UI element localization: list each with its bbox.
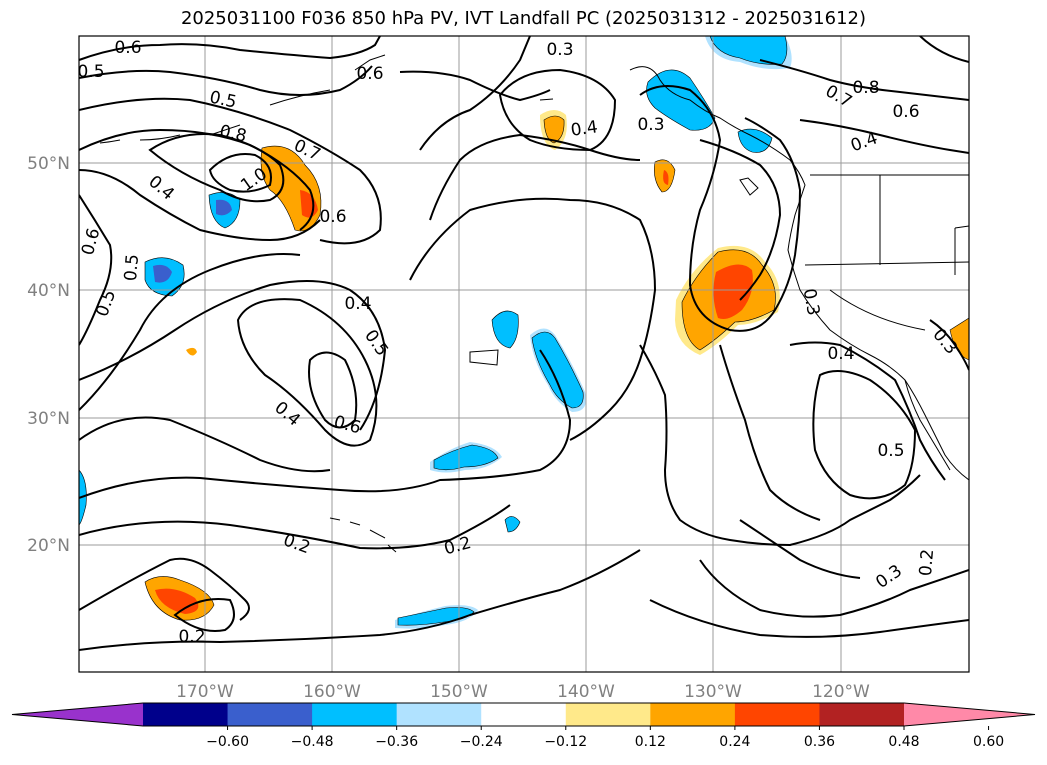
contour-label: 0.3 <box>637 115 664 135</box>
lat-label-50n: 50°N <box>27 154 70 174</box>
map-frame <box>78 35 970 673</box>
gridlines <box>79 36 969 672</box>
contour-labels: 0.6 0.5 0.5 0.8 0.6 0.3 0.4 0.3 0.7 0.8 … <box>77 38 961 647</box>
contour-label: 0.7 <box>822 81 855 112</box>
contour-label: 0.4 <box>827 344 854 364</box>
colorbar-extend-low <box>12 703 143 726</box>
colorbar-tick-label: −0.48 <box>291 734 334 750</box>
colorbar-segment <box>227 703 313 726</box>
colorbar-outline <box>11 702 1036 727</box>
contour-label: 0.6 <box>356 64 383 84</box>
contour-label: 0.4 <box>144 172 178 205</box>
colorbar-tick-label: 0.48 <box>888 734 919 750</box>
colorbar-segment <box>396 703 482 726</box>
contour-label: 0.4 <box>570 117 600 141</box>
contour-label: 0.5 <box>360 326 392 360</box>
colorbar-tick-label: −0.60 <box>206 734 249 750</box>
pv-contours <box>79 36 969 651</box>
colorbar-segment <box>481 703 567 726</box>
lon-label-150w: 150°W <box>430 682 488 702</box>
contour-label: 0.6 <box>114 38 141 58</box>
lon-label-170w: 170°W <box>176 682 234 702</box>
colorbar: −0.60 −0.48 −0.36 −0.24 −0.12 0.12 0.24 0.36 0.4… <box>11 702 1036 750</box>
colorbar-tick-label: 0.24 <box>719 734 750 750</box>
latitude-labels: 50°N 40°N 30°N 20°N <box>27 154 70 556</box>
lat-label-40n: 40°N <box>27 281 70 301</box>
contour-label: 0.2 <box>916 548 938 577</box>
colorbar-segment <box>819 703 905 726</box>
contour-label: 0.4 <box>848 128 880 156</box>
contour-label: 0.5 <box>77 62 104 82</box>
lon-label-120w: 120°W <box>812 682 870 702</box>
colorbar-tick-label: 0.60 <box>973 734 1004 750</box>
colorbar-tick-label: 0.36 <box>804 734 835 750</box>
contour-label: 0.6 <box>319 207 346 227</box>
contour-label: 0.6 <box>332 412 363 438</box>
map-title: 2025031100 F036 850 hPa PV, IVT Landfall… <box>180 8 867 29</box>
contour-label: 0.5 <box>877 441 904 461</box>
colorbar-tick-label: 0.12 <box>635 734 666 750</box>
contour-label: 0.3 <box>872 561 906 593</box>
longitude-labels: 170°W 160°W 150°W 140°W 130°W 120°W <box>176 682 870 702</box>
colorbar-segment <box>650 703 736 726</box>
colorbar-segment <box>565 703 651 726</box>
contour-label: 0.2 <box>178 627 205 647</box>
ivt-shading <box>79 36 969 629</box>
contour-label: 0.5 <box>121 253 143 282</box>
lon-label-160w: 160°W <box>303 682 361 702</box>
contour-label: 0.6 <box>78 226 104 257</box>
lat-label-30n: 30°N <box>27 409 70 429</box>
contour-label: 0.8 <box>852 78 879 98</box>
lon-label-130w: 130°W <box>684 682 742 702</box>
coastlines <box>99 54 969 553</box>
contour-label: 0.5 <box>92 287 120 319</box>
colorbar-extend-high <box>904 703 1035 726</box>
colorbar-segment <box>143 703 229 726</box>
contour-label: 0.6 <box>892 102 919 122</box>
colorbar-tick-label: −0.36 <box>375 734 418 750</box>
colorbar-segment <box>734 703 820 726</box>
contour-label: 0.8 <box>218 122 249 147</box>
contour-label: 0.3 <box>546 40 573 60</box>
colorbar-segment <box>312 703 398 726</box>
contour-label: 0.3 <box>799 287 823 317</box>
colorbar-tick-label: −0.12 <box>544 734 587 750</box>
contour-label: 0.2 <box>442 533 473 559</box>
colorbar-tick-label: −0.24 <box>460 734 503 750</box>
lon-label-140w: 140°W <box>557 682 615 702</box>
contour-label: 0.2 <box>281 530 313 558</box>
lat-label-20n: 20°N <box>27 536 70 556</box>
contour-label: 0.4 <box>344 294 371 314</box>
contour-label: 0.5 <box>208 88 239 113</box>
